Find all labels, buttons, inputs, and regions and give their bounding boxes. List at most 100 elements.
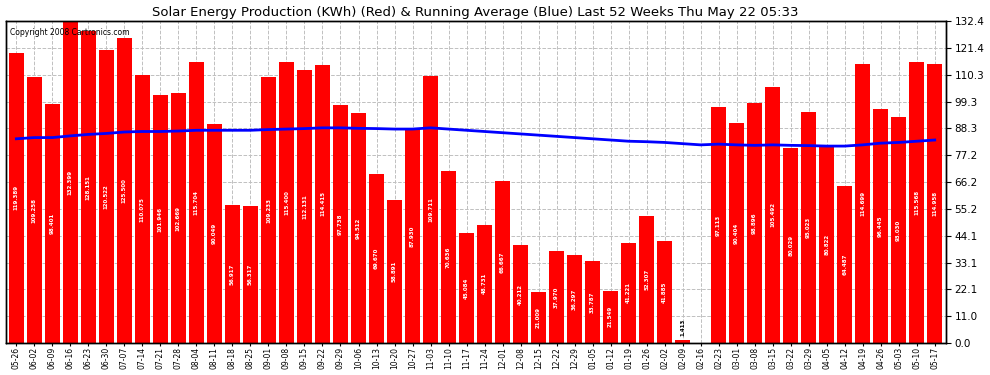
Text: 98.401: 98.401 xyxy=(50,213,54,234)
Bar xyxy=(801,112,817,343)
Text: 96.445: 96.445 xyxy=(878,215,883,237)
Bar xyxy=(225,205,241,343)
Bar xyxy=(909,62,925,343)
Text: 87.930: 87.930 xyxy=(410,225,415,247)
Text: 115.400: 115.400 xyxy=(284,190,289,215)
Bar xyxy=(135,75,150,343)
Bar xyxy=(675,340,690,343)
Text: 114.699: 114.699 xyxy=(860,191,865,216)
Bar xyxy=(260,78,276,343)
Text: 115.568: 115.568 xyxy=(914,190,920,215)
Bar xyxy=(765,87,780,343)
Bar xyxy=(819,147,835,343)
Text: 21.549: 21.549 xyxy=(608,306,613,327)
Bar xyxy=(441,171,456,343)
Text: 101.946: 101.946 xyxy=(158,207,163,232)
Text: 36.297: 36.297 xyxy=(572,288,577,310)
Bar xyxy=(639,216,654,343)
Text: 98.896: 98.896 xyxy=(752,212,757,234)
Text: 90.404: 90.404 xyxy=(735,222,740,244)
Bar xyxy=(783,148,798,343)
Bar xyxy=(603,291,619,343)
Bar xyxy=(747,103,762,343)
Bar xyxy=(62,21,78,343)
Text: 94.512: 94.512 xyxy=(356,217,361,239)
Text: 109.258: 109.258 xyxy=(32,198,37,223)
Text: 97.113: 97.113 xyxy=(716,214,721,236)
Text: 109.233: 109.233 xyxy=(266,198,271,223)
Title: Solar Energy Production (KWh) (Red) & Running Average (Blue) Last 52 Weeks Thu M: Solar Energy Production (KWh) (Red) & Ru… xyxy=(152,6,799,18)
Text: 56.317: 56.317 xyxy=(248,264,253,285)
Bar xyxy=(333,105,348,343)
Text: 70.636: 70.636 xyxy=(446,246,451,268)
Bar xyxy=(9,53,24,343)
Text: 128.151: 128.151 xyxy=(86,175,91,200)
Bar xyxy=(711,107,727,343)
Text: 93.030: 93.030 xyxy=(896,219,901,240)
Text: 1.413: 1.413 xyxy=(680,319,685,336)
Text: 58.891: 58.891 xyxy=(392,261,397,282)
Text: 109.711: 109.711 xyxy=(428,197,433,222)
Bar xyxy=(495,181,510,343)
Bar xyxy=(423,76,439,343)
Bar xyxy=(459,233,474,343)
Text: 40.212: 40.212 xyxy=(518,284,523,304)
Bar xyxy=(657,241,672,343)
Bar xyxy=(838,186,852,343)
Text: 114.415: 114.415 xyxy=(320,191,325,216)
Text: 45.084: 45.084 xyxy=(464,278,469,299)
Bar xyxy=(927,63,942,343)
Text: 80.029: 80.029 xyxy=(788,235,793,256)
Text: 66.667: 66.667 xyxy=(500,251,505,273)
Bar xyxy=(531,292,546,343)
Bar xyxy=(243,206,258,343)
Bar xyxy=(585,261,600,343)
Bar xyxy=(548,251,564,343)
Text: 114.958: 114.958 xyxy=(933,191,938,216)
Bar xyxy=(873,108,888,343)
Text: 125.500: 125.500 xyxy=(122,178,127,203)
Bar xyxy=(855,64,870,343)
Bar xyxy=(189,62,204,343)
Bar xyxy=(117,38,132,343)
Text: 33.787: 33.787 xyxy=(590,291,595,313)
Bar xyxy=(315,65,330,343)
Bar xyxy=(369,174,384,343)
Text: 48.731: 48.731 xyxy=(482,273,487,294)
Text: 90.049: 90.049 xyxy=(212,223,217,244)
Bar xyxy=(45,104,60,343)
Bar xyxy=(81,32,96,343)
Text: 95.023: 95.023 xyxy=(806,217,811,238)
Bar xyxy=(729,123,744,343)
Text: 115.704: 115.704 xyxy=(194,190,199,215)
Bar xyxy=(170,93,186,343)
Text: 21.009: 21.009 xyxy=(536,307,542,328)
Text: 69.670: 69.670 xyxy=(374,248,379,269)
Bar xyxy=(152,95,168,343)
Bar xyxy=(405,129,420,343)
Bar xyxy=(387,200,402,343)
Bar xyxy=(567,255,582,343)
Text: 52.307: 52.307 xyxy=(644,269,649,290)
Bar xyxy=(99,50,114,343)
Text: 112.131: 112.131 xyxy=(302,194,307,219)
Text: 119.389: 119.389 xyxy=(14,185,19,210)
Bar xyxy=(891,117,907,343)
Text: 80.822: 80.822 xyxy=(825,234,830,255)
Text: Copyright 2008 Cartronics.com: Copyright 2008 Cartronics.com xyxy=(10,27,130,36)
Bar xyxy=(350,113,366,343)
Bar xyxy=(297,70,312,343)
Text: 102.669: 102.669 xyxy=(176,206,181,231)
Text: 41.221: 41.221 xyxy=(626,282,631,303)
Bar xyxy=(477,225,492,343)
Text: 56.917: 56.917 xyxy=(230,263,235,285)
Text: 97.738: 97.738 xyxy=(338,213,343,235)
Bar xyxy=(513,245,529,343)
Bar xyxy=(27,77,42,343)
Text: 120.522: 120.522 xyxy=(104,184,109,209)
Text: 37.970: 37.970 xyxy=(554,286,559,308)
Text: 105.492: 105.492 xyxy=(770,202,775,227)
Text: 110.075: 110.075 xyxy=(140,197,145,222)
Bar xyxy=(621,243,637,343)
Bar xyxy=(279,63,294,343)
